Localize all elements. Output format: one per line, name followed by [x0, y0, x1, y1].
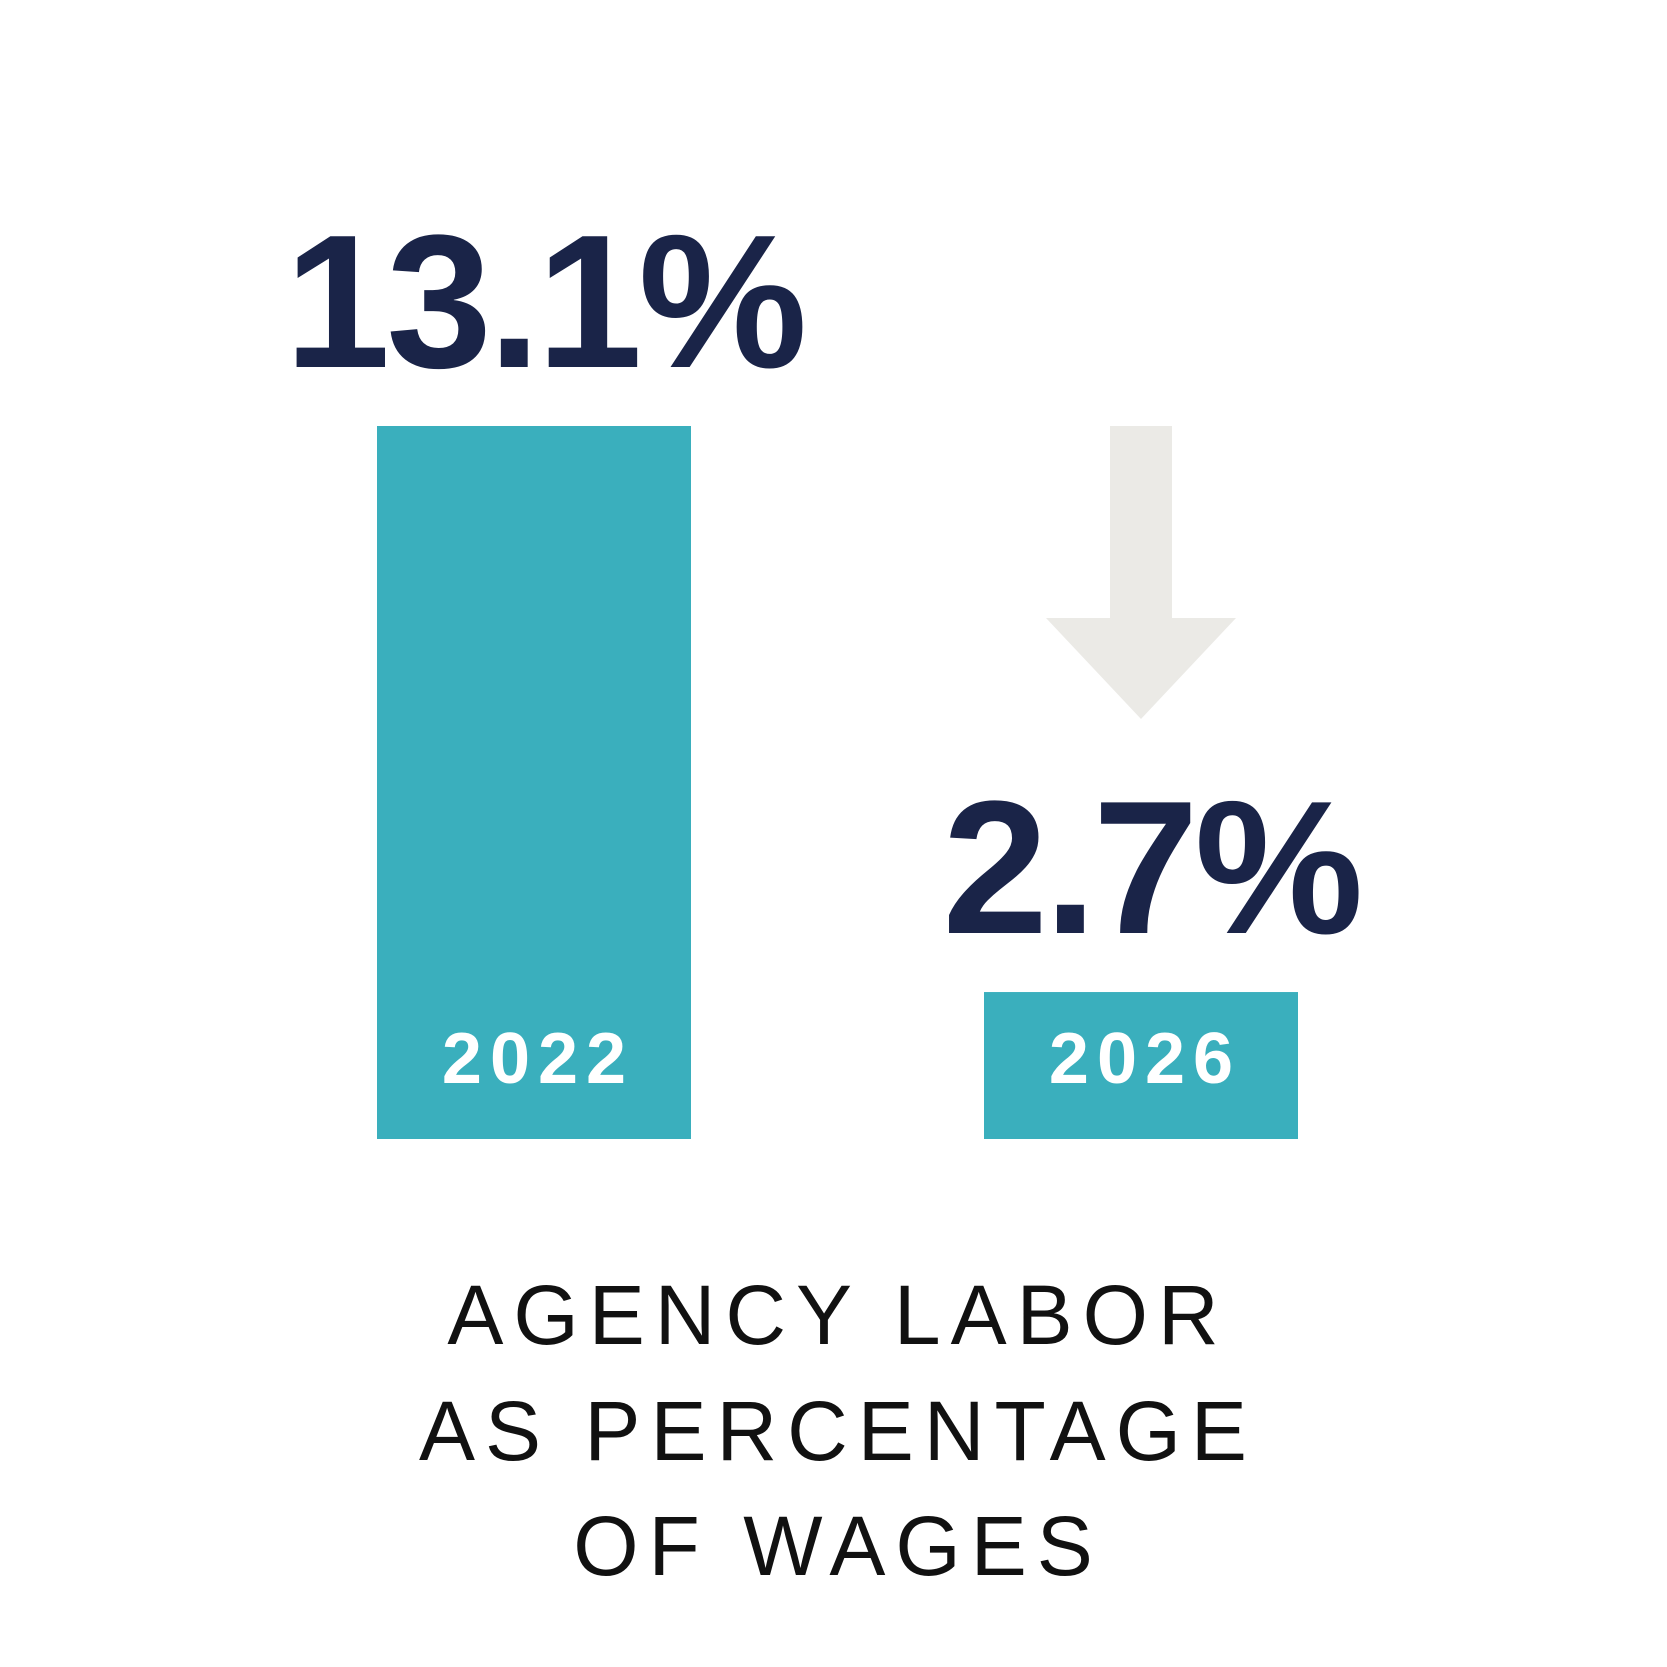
value-label: 2.7%	[942, 762, 1359, 974]
category-label: 2026	[1049, 1019, 1241, 1099]
value-label: 13.1%	[285, 196, 804, 408]
bar	[984, 992, 1298, 1139]
chart-title: OF WAGES	[573, 1499, 1103, 1593]
chart-title: AS PERCENTAGE	[419, 1384, 1257, 1478]
chart-title: AGENCY LABOR	[447, 1268, 1228, 1362]
bar	[377, 426, 691, 1139]
down-arrow	[1046, 426, 1236, 719]
category-label: 2022	[442, 1019, 634, 1099]
